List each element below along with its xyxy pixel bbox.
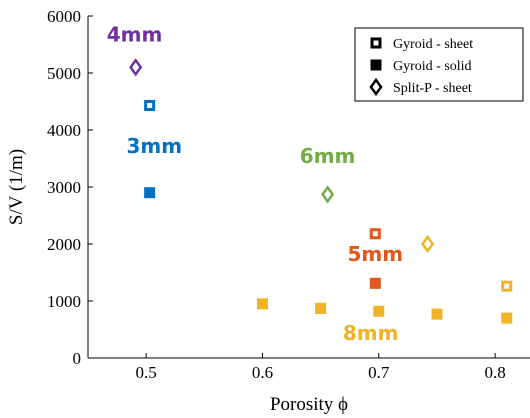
legend-marker-square-open — [370, 37, 382, 49]
annotation-5mm: 5mm — [347, 242, 403, 266]
y-tick-label: 2000 — [47, 235, 81, 254]
y-tick-label: 5000 — [47, 64, 81, 83]
legend-label: Gyroid - sheet — [393, 37, 473, 52]
data-point-8mm-diamond-open — [421, 234, 435, 254]
data-point-5mm-square-filled — [369, 277, 381, 289]
data-point-8mm-square-filled — [315, 302, 327, 314]
data-point-8mm-square-filled — [373, 305, 385, 317]
annotation-3mm: 3mm — [126, 134, 182, 158]
data-point-4mm-diamond-open — [129, 58, 143, 77]
legend: Gyroid - sheet Gyroid - solid Split-P - sh… — [354, 27, 524, 102]
legend-marker-square-filled — [370, 59, 382, 71]
legend-box — [354, 27, 524, 102]
legend-label: Split-P - sheet — [393, 81, 472, 96]
y-tick-label: 0 — [73, 349, 82, 368]
x-tick-label: 0.8 — [484, 363, 505, 382]
legend-label: Gyroid - solid — [393, 59, 472, 74]
y-tick-label: 1000 — [47, 292, 81, 311]
legend-marker-diamond-open — [369, 77, 383, 97]
y-tick-label: 3000 — [47, 178, 81, 197]
data-point-5mm-square-open — [369, 228, 381, 240]
y-tick-label: 4000 — [47, 121, 81, 140]
y-axis-title: S/V (1/m) — [6, 149, 27, 225]
x-axis-title: Porosity ϕ — [270, 394, 348, 415]
data-point-8mm-square-filled — [501, 312, 513, 324]
axes: 0.5 0.6 0.7 0.8 0 1000 2000 3000 4000 5000 6000 — [47, 7, 530, 382]
data-points — [129, 58, 513, 324]
data-point-6mm-diamond-open — [321, 185, 335, 204]
annotation-8mm: 8mm — [343, 321, 399, 345]
annotation-6mm: 6mm — [300, 144, 356, 168]
data-point-3mm-square-filled — [144, 187, 156, 199]
data-point-8mm-square-open — [501, 280, 513, 292]
data-point-8mm-square-filled — [431, 308, 443, 320]
x-tick-label: 0.5 — [136, 363, 157, 382]
annotations: 4mm 3mm 6mm 5mm 8mm — [107, 23, 403, 345]
x-tick-label: 0.6 — [252, 363, 273, 382]
annotation-4mm: 4mm — [107, 23, 163, 47]
y-tick-label: 6000 — [47, 7, 81, 26]
x-tick-label: 0.7 — [368, 363, 390, 382]
data-point-3mm-square-open — [144, 99, 156, 111]
data-point-8mm-square-filled — [256, 298, 268, 310]
